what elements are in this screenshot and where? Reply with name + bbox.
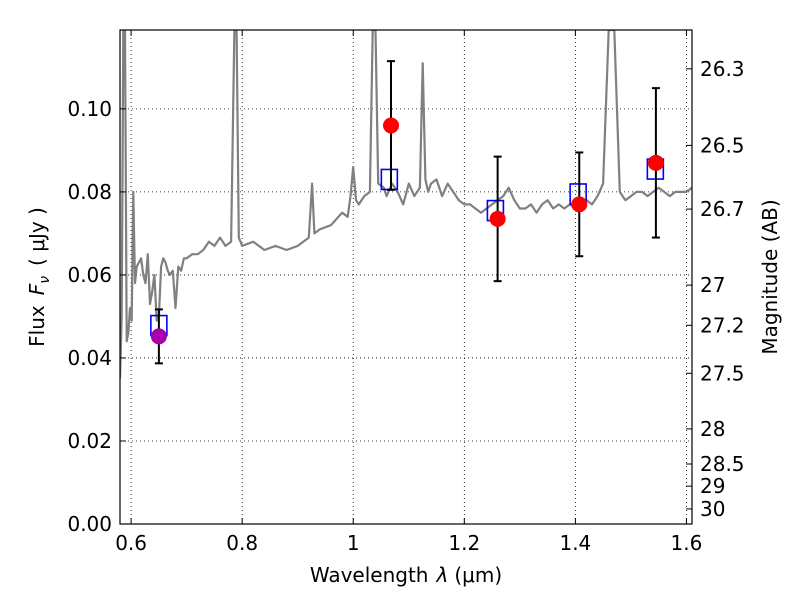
- observed-point: [150, 328, 167, 345]
- x-tick-label: 0.6: [115, 531, 147, 555]
- y-tick-label: 0.10: [67, 97, 112, 121]
- axis-ticks: 0.6 0.8 1 1.2 1.4 1.6 0.00 0.02 0.04 0.06 0.08 0.10…: [67, 30, 745, 555]
- magnitude-tick-label: 26.5: [700, 133, 745, 157]
- observed-point: [383, 117, 400, 134]
- x-tick-label: 0.8: [226, 531, 258, 555]
- magnitude-tick-label: 28: [700, 417, 725, 441]
- x-tick-label: 1.2: [448, 531, 480, 555]
- magnitude-tick-label: 28.5: [700, 452, 745, 476]
- y-tick-label: 0.04: [67, 346, 112, 370]
- magnitude-tick-label: 29: [700, 474, 725, 498]
- plot-area: [120, 30, 692, 379]
- y-tick-label: 0.02: [67, 429, 112, 453]
- magnitude-tick-label: 27: [700, 273, 725, 297]
- observed-point: [647, 154, 664, 171]
- plot-frame: [119, 29, 693, 525]
- magnitude-tick-label: 27.2: [700, 313, 745, 337]
- observed-point: [489, 210, 506, 227]
- y-axis-label: FluxFν( μJy ): [25, 207, 53, 347]
- magnitude-tick-label: 26.7: [700, 197, 745, 221]
- magnitude-axis-label: Magnitude (AB): [758, 199, 782, 354]
- observed-point: [571, 196, 588, 213]
- x-tick-label: 1: [347, 531, 360, 555]
- magnitude-tick-label: 27.5: [700, 361, 745, 385]
- x-tick-label: 1.4: [559, 531, 591, 555]
- magnitude-tick-label: 30: [700, 497, 725, 521]
- y-tick-label: 0.06: [67, 263, 112, 287]
- y-tick-label: 0.08: [67, 180, 112, 204]
- x-tick-label: 1.6: [671, 531, 703, 555]
- x-axis-label: Wavelength λ (μm): [310, 563, 502, 587]
- y-tick-label: 0.00: [67, 512, 112, 536]
- magnitude-tick-label: 26.3: [700, 57, 745, 81]
